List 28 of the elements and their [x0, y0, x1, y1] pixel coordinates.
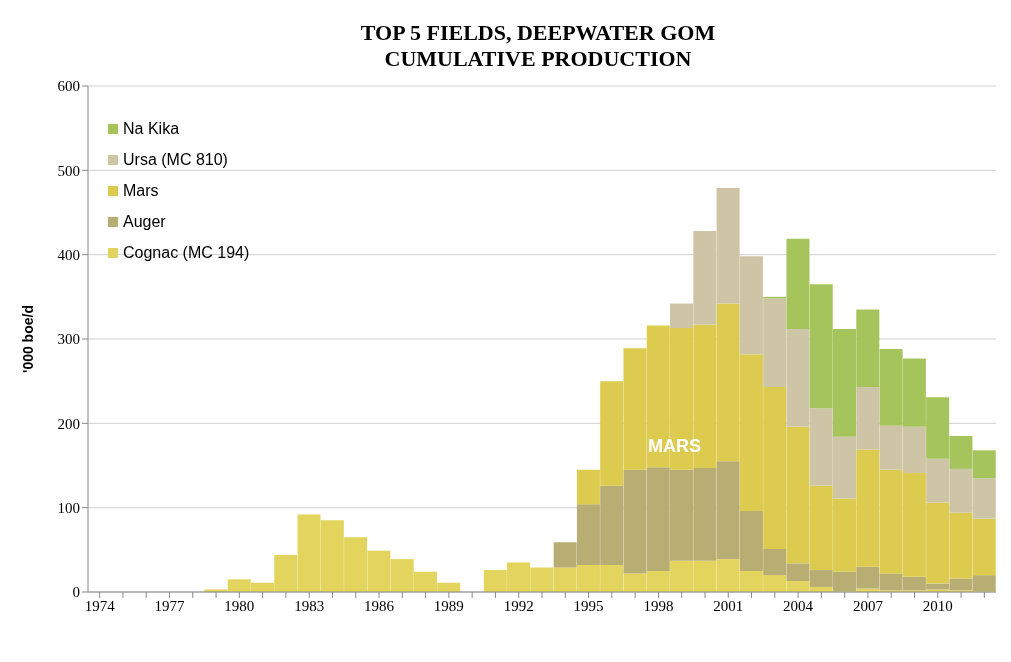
x-tick-label: 1974	[84, 597, 116, 614]
x-tick-label: 2004	[783, 597, 814, 614]
y-tick-label: 400	[57, 246, 80, 263]
y-axis-title: '000 boe/d	[19, 305, 36, 373]
annotation: MARS	[648, 436, 701, 457]
x-tick-label: 2001	[713, 597, 744, 614]
x-tick-label: 1992	[503, 597, 534, 614]
legend-label: Auger	[123, 212, 166, 231]
chart-title: TOP 5 FIELDS, DEEPWATER GOM CUMULATIVE PRODUCTION	[359, 20, 717, 72]
y-tick-label: 200	[57, 415, 80, 432]
x-tick-label: 1998	[643, 597, 674, 614]
legend-label: Na Kika	[123, 119, 180, 138]
x-tick-label: 1995	[573, 597, 604, 614]
x-tick-label: 1980	[224, 597, 255, 614]
y-tick-label: 100	[57, 499, 80, 516]
x-tick-label: 1986	[364, 597, 395, 614]
y-tick-label: 0	[72, 584, 80, 601]
y-tick-label: 600	[57, 78, 80, 95]
x-tick-label: 1977	[154, 597, 185, 614]
y-tick-label: 500	[57, 162, 80, 179]
x-tick-label: 1983	[294, 597, 325, 614]
x-tick-label: 1989	[433, 597, 464, 614]
x-tick-label: 2010	[922, 597, 953, 614]
x-tick-label: 2007	[852, 597, 884, 614]
y-tick-label: 300	[57, 331, 80, 348]
legend-label: Mars	[123, 181, 159, 200]
legend-label: Ursa (MC 810)	[123, 150, 228, 169]
legend-label: Cognac (MC 194)	[123, 243, 250, 262]
